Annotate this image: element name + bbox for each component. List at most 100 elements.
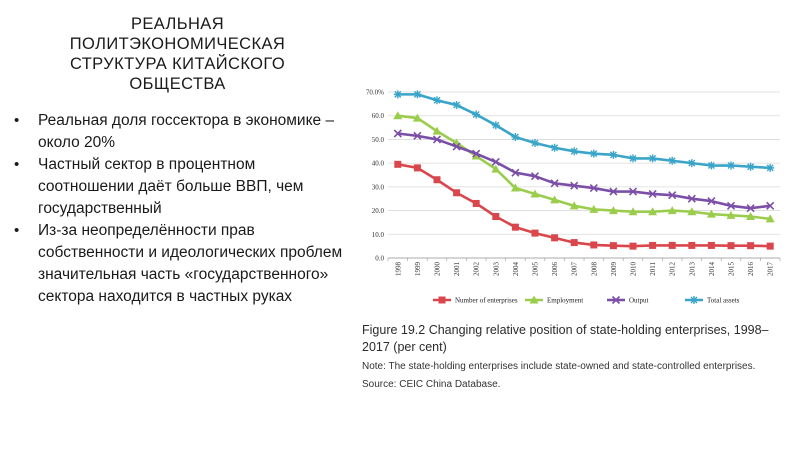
data-point xyxy=(590,241,598,249)
x-tick-label: 2015 xyxy=(728,262,736,277)
data-point xyxy=(589,149,598,158)
data-point xyxy=(551,234,559,242)
data-point xyxy=(452,142,461,151)
data-point xyxy=(413,164,421,172)
data-point xyxy=(628,187,638,196)
data-point xyxy=(766,242,774,250)
data-point xyxy=(629,154,637,163)
data-point xyxy=(531,138,539,147)
x-tick-label: 2011 xyxy=(649,262,657,276)
data-point xyxy=(472,110,481,119)
data-point xyxy=(589,204,599,213)
data-point xyxy=(648,189,657,199)
title-line: ПОЛИТЭКОНОМИЧЕСКАЯ xyxy=(69,35,286,53)
data-point xyxy=(690,296,698,304)
data-point xyxy=(569,201,579,210)
y-tick-label: 30.0 xyxy=(372,183,385,191)
data-point xyxy=(746,162,755,171)
data-point xyxy=(609,150,618,159)
bullet-list: Реальная доля госсектора в экономике – о… xyxy=(14,110,349,308)
x-tick-label: 2013 xyxy=(688,262,696,277)
y-tick-label: 70.0% xyxy=(366,89,384,97)
data-point xyxy=(471,151,481,160)
data-point xyxy=(510,183,520,192)
legend-label: Total assets xyxy=(707,297,740,305)
series-line xyxy=(397,132,771,210)
data-point xyxy=(609,187,618,196)
series-line xyxy=(397,163,771,248)
data-point xyxy=(570,181,579,190)
figure-source: Source: CEIC China Database. xyxy=(362,379,501,390)
data-point xyxy=(688,241,696,249)
x-tick-label: 2007 xyxy=(571,262,579,277)
bullet-item: Частный сектор в процентном соотношении … xyxy=(14,154,349,220)
data-point xyxy=(472,199,480,207)
data-point xyxy=(393,129,402,138)
bullet-item: Из-за неопределённости прав собственност… xyxy=(14,220,349,308)
data-point xyxy=(550,179,559,188)
data-point xyxy=(766,163,775,172)
data-point xyxy=(727,161,735,170)
title-line: ОБЩЕСТВА xyxy=(129,75,226,93)
data-point xyxy=(707,161,716,170)
data-point xyxy=(707,241,715,249)
data-point xyxy=(648,207,658,216)
data-point xyxy=(438,296,446,304)
data-point xyxy=(629,242,637,250)
data-point xyxy=(668,191,677,200)
data-point xyxy=(668,241,676,249)
data-point xyxy=(432,126,442,135)
data-point xyxy=(747,242,755,250)
x-tick-label: 2002 xyxy=(473,262,481,277)
x-tick-label: 2008 xyxy=(590,262,598,277)
data-point xyxy=(393,111,403,120)
legend-label: Number of enterprises xyxy=(455,297,518,305)
data-point xyxy=(433,176,441,184)
data-point xyxy=(611,295,621,305)
x-tick-label: 2009 xyxy=(610,262,618,277)
x-tick-label: 2006 xyxy=(551,262,559,277)
data-point xyxy=(550,143,559,152)
figure-caption: Figure 19.2 Changing relative position o… xyxy=(362,323,769,354)
x-tick-label: 1999 xyxy=(414,262,422,277)
data-point xyxy=(726,210,736,219)
data-point xyxy=(491,157,500,167)
y-tick-label: 40.0 xyxy=(372,160,385,168)
y-tick-label: 50.0 xyxy=(372,136,385,144)
data-point xyxy=(394,160,402,168)
x-tick-label: 2003 xyxy=(492,262,500,277)
data-point xyxy=(649,241,657,249)
data-point xyxy=(707,197,716,206)
title-line: РЕАЛЬНАЯ xyxy=(130,15,225,33)
data-point xyxy=(570,239,578,247)
data-point xyxy=(511,133,520,142)
data-point xyxy=(492,213,500,220)
data-point xyxy=(609,242,617,250)
x-tick-label: 2000 xyxy=(434,262,442,277)
y-tick-label: 60.0 xyxy=(372,112,385,120)
x-tick-label: 2017 xyxy=(767,262,775,277)
y-tick-label: 20.0 xyxy=(372,207,385,215)
data-point xyxy=(746,204,755,213)
data-point xyxy=(413,90,422,99)
x-tick-label: 2016 xyxy=(747,262,755,277)
bullet-item: Реальная доля госсектора в экономике – о… xyxy=(14,110,349,154)
data-point xyxy=(432,135,442,144)
data-point xyxy=(413,131,422,140)
x-tick-label: 1998 xyxy=(394,262,402,277)
data-point xyxy=(746,212,756,220)
data-point xyxy=(765,214,775,223)
x-tick-label: 2004 xyxy=(512,262,520,277)
data-point xyxy=(491,121,500,130)
data-point xyxy=(491,164,501,173)
line-chart: 0.0 10.0 20.0 30.0 40.0 50.0 60.0 70.0% 1998 1999… xyxy=(366,89,781,305)
data-point xyxy=(589,183,598,193)
data-point xyxy=(530,189,540,198)
slide-title: РЕАЛЬНАЯ ПОЛИТЭКОНОМИЧЕСКАЯ СТРУКТУРА КИТА… xyxy=(40,14,315,94)
y-tick-label: 0.0 xyxy=(375,255,384,263)
data-point xyxy=(687,194,696,203)
data-point xyxy=(648,154,657,163)
data-point xyxy=(453,189,461,197)
legend-label: Output xyxy=(629,297,649,305)
data-point xyxy=(393,90,402,99)
